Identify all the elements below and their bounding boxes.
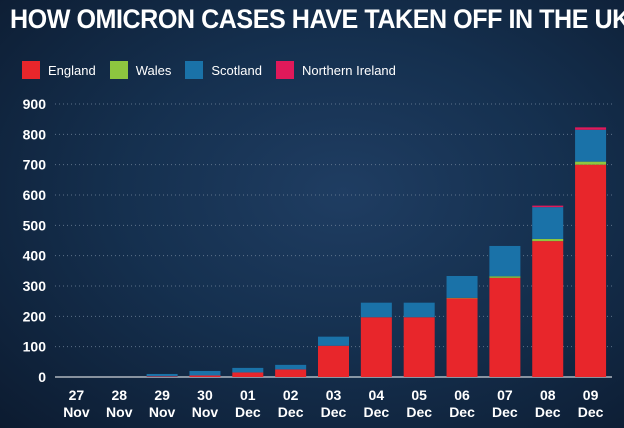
x-tick-label-day: 06 xyxy=(454,387,470,403)
chart-title: HOW OMICRON CASES HAVE TAKEN OFF IN THE … xyxy=(10,4,624,34)
x-tick-label-month: Dec xyxy=(492,404,518,420)
x-tick-label-month: Dec xyxy=(406,404,432,420)
legend-item-northern-ireland: Northern Ireland xyxy=(275,61,396,79)
bar-segment-scotland xyxy=(575,129,607,162)
legend: England Wales Scotland Northern Ireland xyxy=(22,61,410,79)
x-tick-label-month: Nov xyxy=(149,404,176,420)
x-tick-label-day: 30 xyxy=(197,387,213,403)
y-tick-label: 500 xyxy=(23,217,47,233)
x-tick-label-month: Dec xyxy=(449,404,475,420)
bar-segment-england xyxy=(532,241,564,377)
x-tick-label-day: 27 xyxy=(69,387,85,403)
legend-label-wales: Wales xyxy=(135,62,172,78)
legend-item-scotland: Scotland xyxy=(185,61,262,79)
bar-segment-scotland xyxy=(446,275,478,298)
legend-swatch-england xyxy=(22,61,40,79)
x-tick-label-month: Dec xyxy=(364,404,390,420)
bar-segment-scotland xyxy=(489,245,521,277)
y-tick-label: 200 xyxy=(23,308,47,324)
bar-segment-england xyxy=(146,376,178,377)
legend-item-wales: Wales xyxy=(109,61,172,79)
bar-segment-england xyxy=(189,375,221,377)
bar-segment-scotland xyxy=(146,373,178,377)
x-tick-label-month: Nov xyxy=(106,404,133,420)
bar-segment-england xyxy=(275,369,307,377)
legend-label-england: England xyxy=(48,62,96,78)
y-tick-label: 600 xyxy=(23,187,47,203)
x-tick-label-month: Nov xyxy=(192,404,219,420)
bar-segment-england xyxy=(575,164,607,377)
legend-swatch-scotland xyxy=(185,61,204,79)
bar-segment-england xyxy=(232,372,264,377)
x-tick-label-day: 04 xyxy=(369,387,385,403)
bar-segment-scotland xyxy=(232,367,264,373)
bar-segment-northern-ireland xyxy=(575,127,607,130)
x-tick-label-day: 09 xyxy=(583,387,599,403)
bar-segment-scotland xyxy=(360,302,392,318)
x-tick-label-day: 07 xyxy=(497,387,513,403)
x-tick-label-month: Dec xyxy=(278,404,304,420)
x-tick-label-month: Dec xyxy=(321,404,347,420)
x-tick-label-day: 28 xyxy=(111,387,127,403)
y-tick-label: 0 xyxy=(38,369,46,385)
x-tick-label-day: 01 xyxy=(240,387,256,403)
bar-segment-wales xyxy=(489,276,521,278)
x-tick-label-month: Dec xyxy=(235,404,261,420)
bar-segment-wales xyxy=(575,161,607,165)
bar-segment-scotland xyxy=(318,336,349,346)
y-tick-label: 900 xyxy=(23,96,47,112)
bar-segment-england xyxy=(489,277,521,377)
bar-segment-scotland xyxy=(189,370,221,376)
x-tick-label-day: 05 xyxy=(411,387,427,403)
bar-segment-scotland xyxy=(275,364,307,370)
legend-label-scotland: Scotland xyxy=(211,62,262,78)
bar-segment-scotland xyxy=(532,207,564,239)
x-tick-label-day: 02 xyxy=(283,387,299,403)
legend-swatch-wales xyxy=(109,61,128,79)
x-tick-label-month: Dec xyxy=(578,404,604,420)
legend-swatch-northern-ireland xyxy=(275,61,294,79)
y-tick-label: 400 xyxy=(23,248,47,264)
bar-segment-england xyxy=(446,298,478,377)
y-tick-label: 800 xyxy=(23,126,47,142)
bar-segment-scotland xyxy=(403,302,435,318)
bar-segment-wales xyxy=(532,238,564,242)
x-tick-label-day: 29 xyxy=(154,387,170,403)
y-tick-label: 100 xyxy=(23,339,47,355)
bar-segment-northern-ireland xyxy=(532,205,564,208)
y-tick-label: 300 xyxy=(23,278,47,294)
x-tick-label-month: Dec xyxy=(535,404,561,420)
bar-segment-england xyxy=(403,317,435,377)
x-tick-label-day: 08 xyxy=(540,387,556,403)
bar-segment-england xyxy=(360,317,392,377)
legend-label-northern-ireland: Northern Ireland xyxy=(301,62,396,78)
bar-segment-england xyxy=(318,345,349,377)
y-tick-label: 700 xyxy=(23,157,47,173)
x-tick-label-day: 03 xyxy=(326,387,342,403)
legend-item-england: England xyxy=(22,61,96,79)
x-tick-label-month: Nov xyxy=(63,404,90,420)
bar-segment-wales xyxy=(446,297,478,299)
